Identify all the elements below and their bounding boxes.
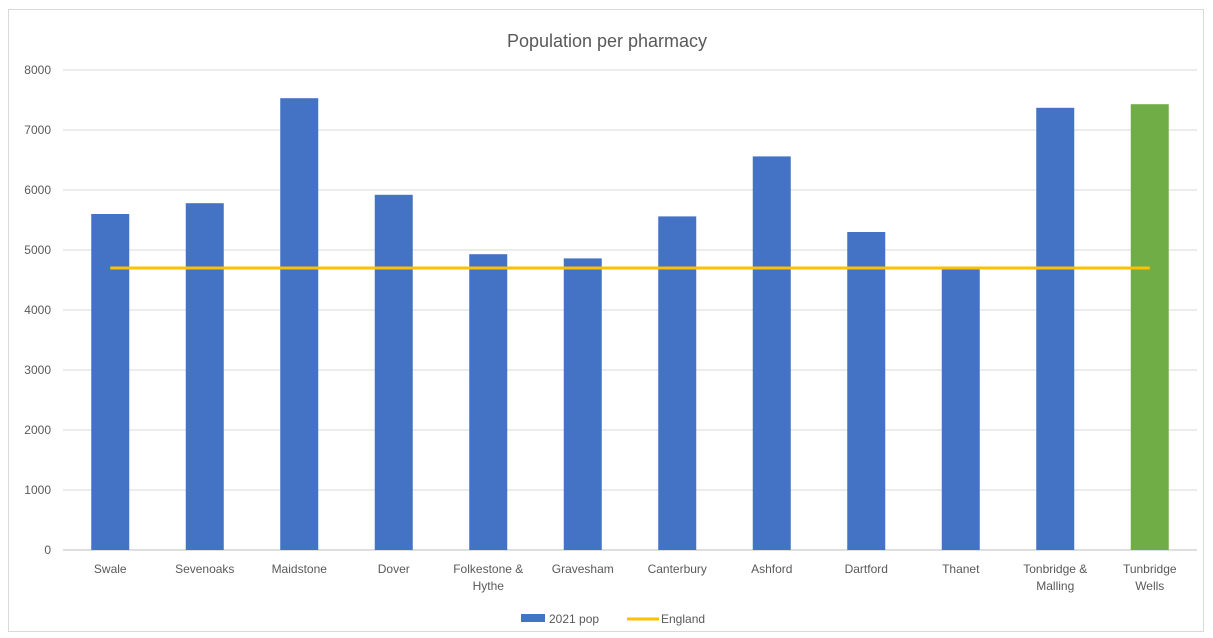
x-tick-label: Sevenoaks <box>175 562 234 576</box>
x-tick-label: Ashford <box>751 562 792 576</box>
bars <box>91 98 1169 551</box>
bar-dover <box>374 194 413 551</box>
x-tick-label: Thanet <box>942 562 980 576</box>
y-tick-label: 3000 <box>24 363 51 377</box>
gridlines <box>63 69 1197 551</box>
x-tick-label: Dover <box>378 562 410 576</box>
bar-folkestone-hythe <box>469 254 508 550</box>
x-tick-label: Gravesham <box>552 562 614 576</box>
chart-frame: Population per pharmacy 0 1000 2000 3000 400… <box>8 9 1204 632</box>
x-tick-label: Dartford <box>845 562 888 576</box>
bar-swale <box>91 214 130 550</box>
bar-sevenoaks <box>185 203 224 550</box>
x-tick-label: Tonbridge & Malling <box>1023 562 1087 593</box>
legend-label-england: England <box>661 612 705 626</box>
legend-swatch-2021-pop <box>521 614 545 622</box>
chart-title: Population per pharmacy <box>507 31 707 51</box>
bar-ashford <box>752 156 791 550</box>
y-tick-label: 2000 <box>24 423 51 437</box>
legend: 2021 pop England <box>521 612 705 626</box>
x-tick-label: Folkestone & Hythe <box>453 562 523 593</box>
bar-canterbury <box>658 216 697 550</box>
x-tick-label: Tunbridge Wells <box>1123 562 1177 593</box>
y-tick-label: 0 <box>44 543 51 557</box>
y-tick-label: 5000 <box>24 243 51 257</box>
x-axis-ticks: Swale Sevenoaks Maidstone Dover Folkestone &… <box>94 562 1177 593</box>
x-tick-label: Maidstone <box>272 562 328 576</box>
y-tick-label: 4000 <box>24 303 51 317</box>
bar-maidstone <box>280 98 319 550</box>
y-tick-label: 8000 <box>24 63 51 77</box>
y-axis-ticks: 0 1000 2000 3000 4000 5000 6000 7000 8000 <box>24 63 51 557</box>
bar-dartford <box>847 232 886 550</box>
y-tick-label: 6000 <box>24 183 51 197</box>
bar-tonbridge-malling <box>1036 107 1075 551</box>
bar-gravesham <box>563 258 602 550</box>
bar-tunbridge-wells <box>1130 104 1169 550</box>
y-tick-label: 7000 <box>24 123 51 137</box>
chart-svg: Population per pharmacy 0 1000 2000 3000 400… <box>24 31 1197 626</box>
x-tick-label: Canterbury <box>648 562 707 576</box>
y-tick-label: 1000 <box>24 483 51 497</box>
legend-label-2021-pop: 2021 pop <box>549 612 599 626</box>
x-tick-label: Swale <box>94 562 127 576</box>
bar-thanet <box>941 268 980 550</box>
